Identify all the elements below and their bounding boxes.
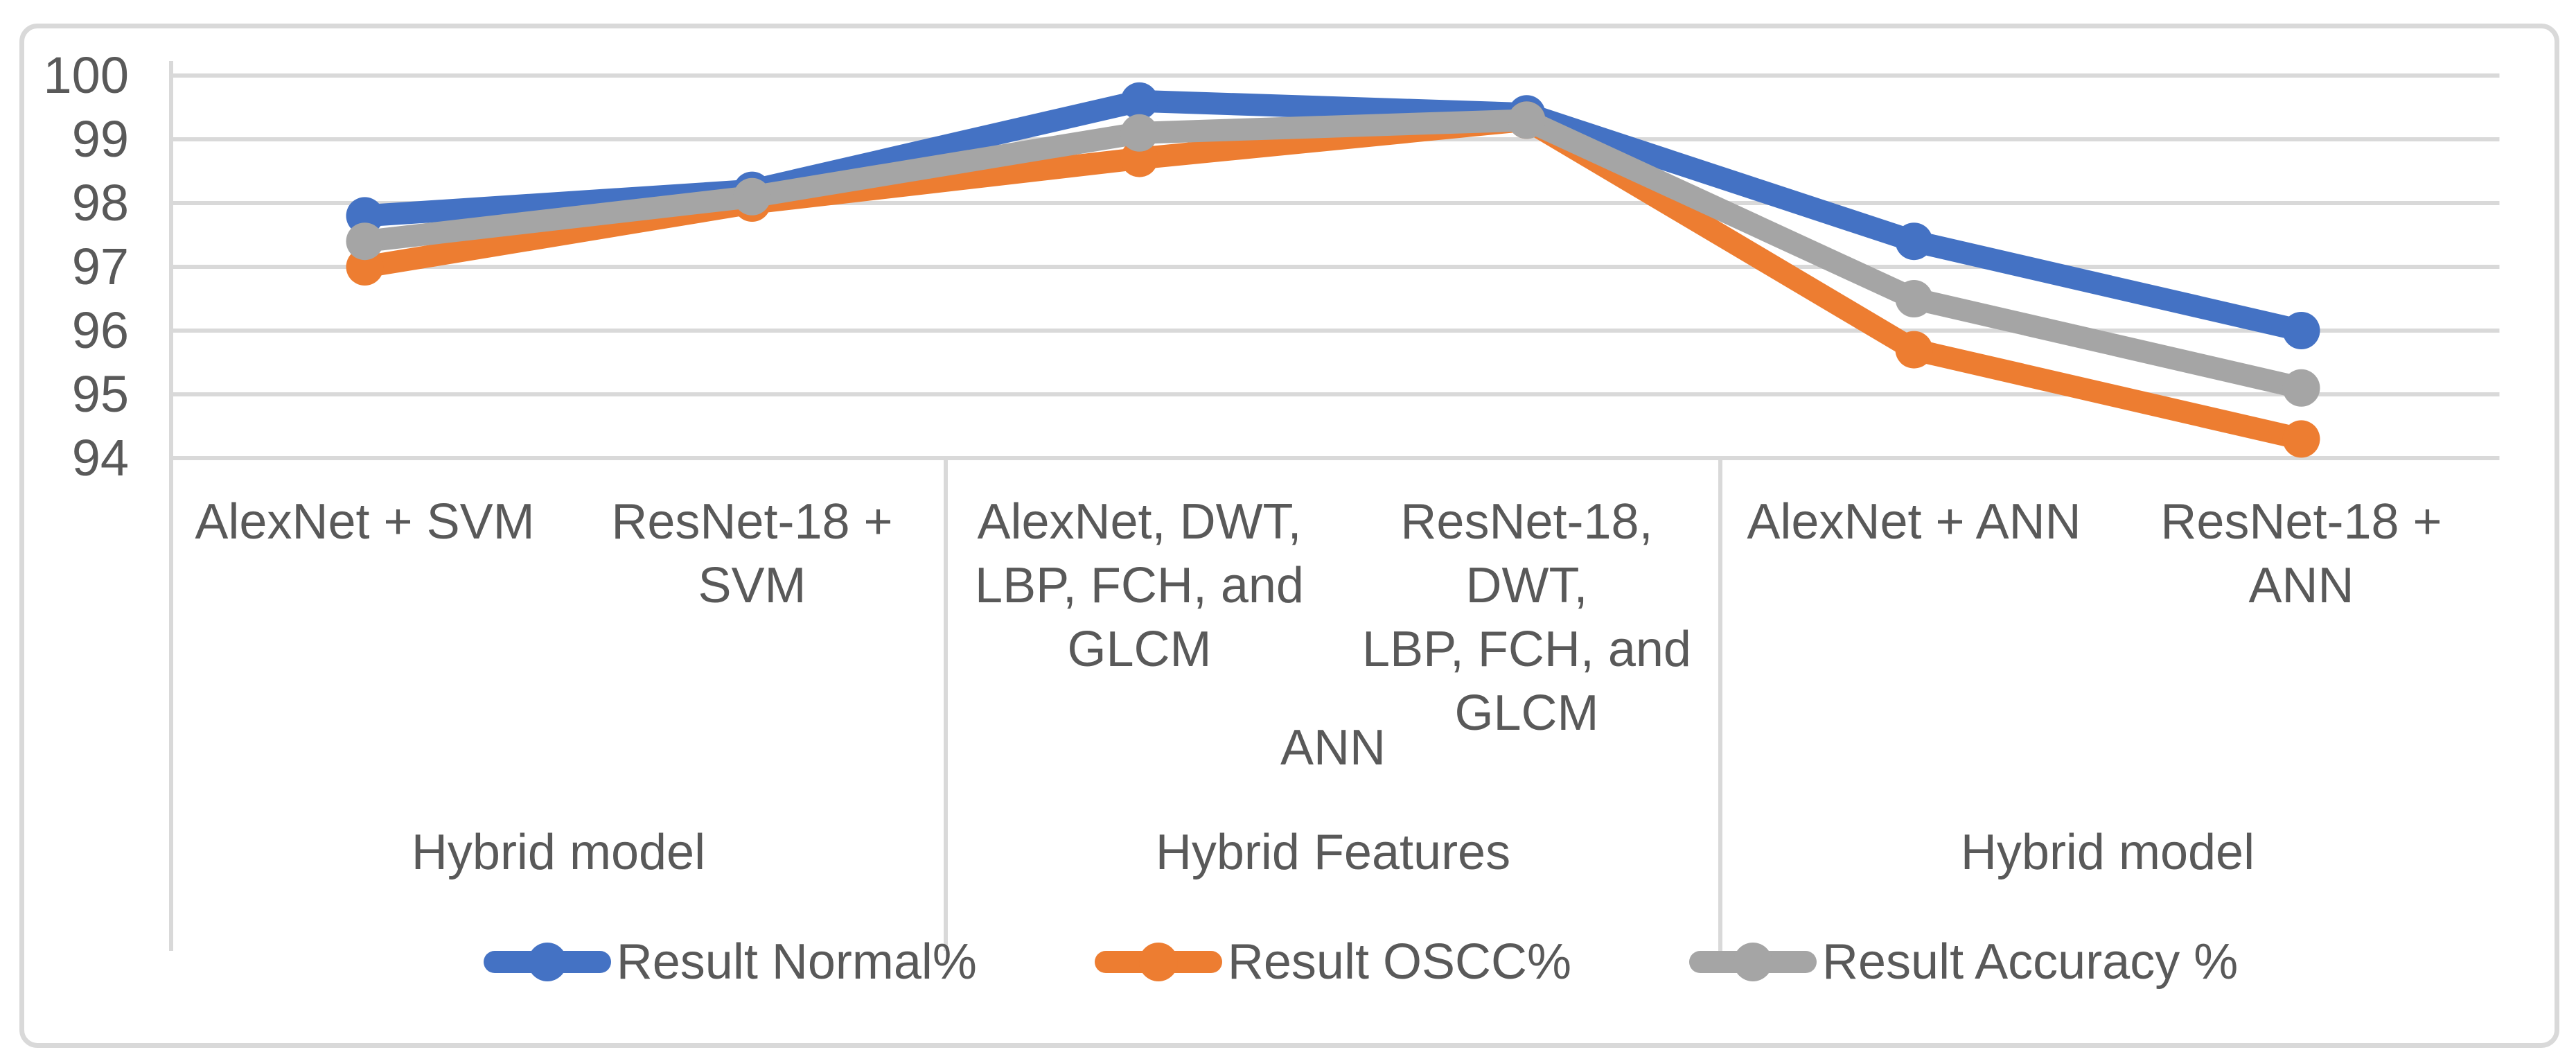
data-point-marker-s3-c4 <box>1508 101 1546 139</box>
category-label-5: AlexNet + ANN <box>1747 494 2081 550</box>
legend-item-3: Result Accuracy % <box>1689 924 2238 1000</box>
y-axis-label-96: 96 <box>71 301 129 359</box>
data-point-marker-s3-c1 <box>346 222 384 261</box>
data-point-marker-s1-c3 <box>1120 82 1158 120</box>
category-label-2: ResNet-18 + SVM <box>611 494 893 613</box>
y-axis-label-98: 98 <box>71 174 129 231</box>
chart-border <box>19 24 2559 1048</box>
legend-marker-dot <box>1733 943 1773 981</box>
y-axis-label-97: 97 <box>71 238 129 295</box>
data-point-marker-s1-c5 <box>1895 222 1933 261</box>
legend-item-2: Result OSCC% <box>1094 924 1572 1000</box>
legend-marker-dot <box>527 943 567 981</box>
category-axis-row-ann: ANN <box>1280 720 1386 776</box>
data-point-marker-s3-c5 <box>1895 280 1933 317</box>
legend-line-marker-icon <box>483 924 611 1000</box>
category-group-label-2: Hybrid Features <box>1155 825 1511 880</box>
legend-marker-dot <box>1138 943 1178 981</box>
y-axis-label-95: 95 <box>71 365 129 423</box>
y-axis-label-100: 100 <box>43 46 129 104</box>
category-group-label-1: Hybrid model <box>411 825 706 880</box>
legend-item-1: Result Normal% <box>483 924 977 1000</box>
data-point-marker-s3-c2 <box>733 177 771 216</box>
series-line-3 <box>353 109 2313 399</box>
legend-line-marker-icon <box>1689 924 1817 1000</box>
category-label-6: ResNet-18 + ANN <box>2160 494 2442 613</box>
series-line-2 <box>353 109 2313 450</box>
data-point-marker-s3-c6 <box>2282 369 2320 407</box>
data-point-marker-s3-c3 <box>1120 114 1158 152</box>
legend-label-1: Result Normal% <box>616 934 977 990</box>
category-label-4: ResNet-18, DWT, LBP, FCH, and GLCM <box>1362 494 1691 741</box>
data-point-marker-s2-c6 <box>2282 420 2320 458</box>
legend-label-3: Result Accuracy % <box>1822 934 2239 990</box>
y-axis-label-99: 99 <box>71 110 129 168</box>
y-axis-label-94: 94 <box>71 429 129 487</box>
category-group-label-3: Hybrid model <box>1960 825 2255 880</box>
legend-label-2: Result OSCC% <box>1227 934 1572 990</box>
data-point-marker-s2-c5 <box>1895 331 1933 369</box>
category-label-3: AlexNet, DWT, LBP, FCH, and GLCM <box>975 494 1304 677</box>
chart-legend: Result Normal% Result OSCC% Result Accurac… <box>145 919 2576 1005</box>
category-label-1: AlexNet + SVM <box>195 494 535 550</box>
legend-line-marker-icon <box>1094 924 1222 1000</box>
data-point-marker-s1-c6 <box>2282 312 2320 349</box>
